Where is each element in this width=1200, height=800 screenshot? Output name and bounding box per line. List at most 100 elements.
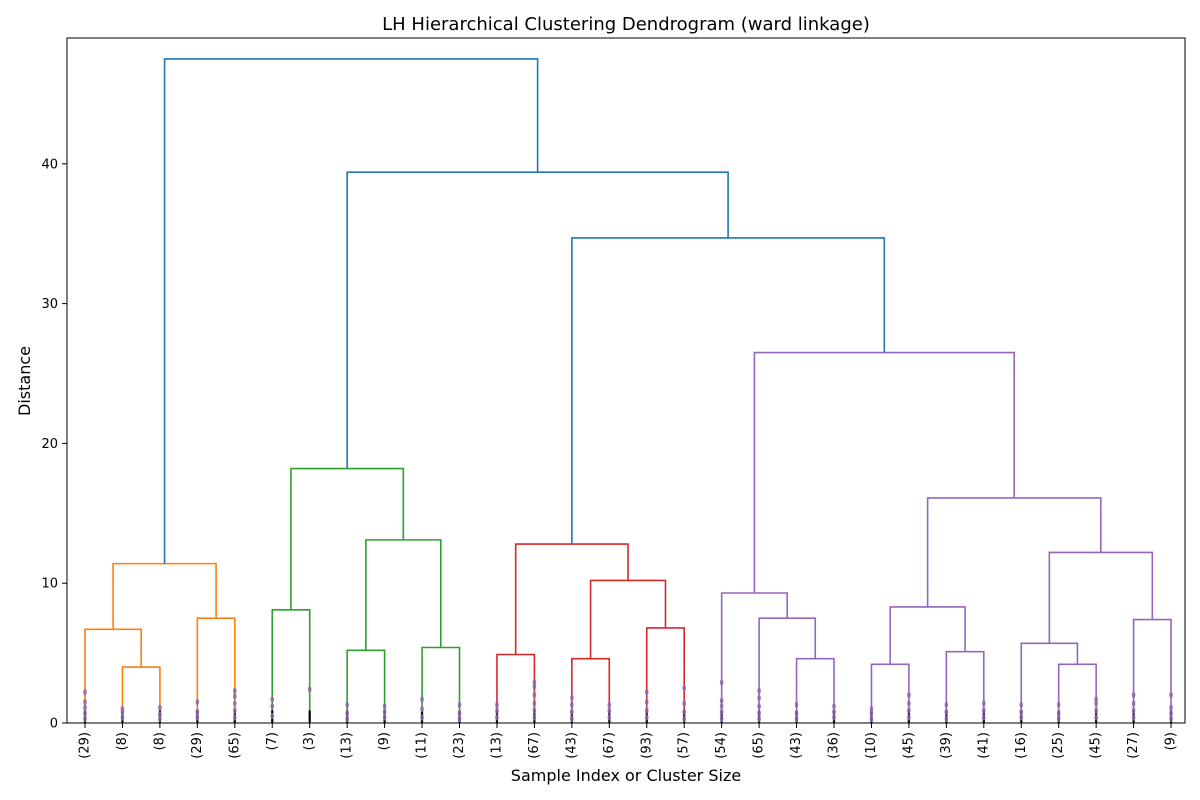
leaf-point [1019,714,1024,721]
leaf-point [869,705,874,713]
leaf-point [682,700,686,707]
leaf-point [682,684,686,692]
leaf-point [233,714,237,721]
x-tick-label: (13) [489,732,504,759]
leaf-point [757,703,761,710]
leaf-point [719,708,724,716]
y-tick-label: 10 [41,577,58,592]
x-tick-label: (67) [602,732,617,759]
leaf-point [382,708,387,716]
dendrogram-link [1057,663,1097,723]
dendrogram-link [121,666,161,723]
leaf-point [382,703,387,710]
leaf-point [644,707,649,714]
leaf-point [532,691,537,699]
x-tick-label: (8) [115,732,130,750]
leaf-point [270,712,275,720]
leaf-point [907,707,911,714]
x-tick-label: (65) [752,732,767,759]
leaf-point [644,689,649,696]
leaf-point [120,714,125,721]
x-axis: (29) (8) (8) (29) (65) (7) (3) (13) (9) (11) (23) (… [78,723,1179,759]
x-tick-label: (29) [190,732,205,759]
dendrogram-link [571,657,611,723]
x-tick-label: (27) [1126,732,1141,759]
leaf-point [495,707,499,714]
leaf-point [570,715,574,723]
leaf-point [420,696,424,703]
leaf-point [907,691,911,699]
leaf-point [345,701,349,709]
leaf-point [270,696,275,703]
y-tick-label: 30 [41,297,58,312]
leaf-point [982,700,986,707]
leaf-point [719,715,724,723]
leaf-point [195,708,200,716]
leaf-point [1019,708,1024,716]
y-tick-label: 40 [41,157,58,172]
leaf-point [719,679,724,686]
leaf-point [794,701,799,709]
plot-area [83,58,1173,723]
y-tick-label: 0 [50,717,58,732]
plot-frame [66,37,1186,724]
leaf-point [120,705,125,713]
leaf-point [195,714,200,721]
leaf-point [1131,691,1136,699]
x-tick-label: (23) [452,732,467,759]
leaf-point [83,715,87,723]
x-tick-label: (65) [227,732,242,759]
dendrogram-link [163,58,539,564]
y-tick-label: 20 [41,437,58,452]
x-tick-label: (43) [789,732,804,759]
leaf-point [532,707,537,714]
leaf-point [83,698,87,706]
dendrogram-link [753,351,1016,593]
leaf-point [869,715,874,723]
x-tick-label: (93) [639,732,654,759]
leaf-point [457,710,462,717]
x-tick-label: (45) [901,732,916,759]
leaf-point [495,701,499,709]
dendrogram-links [84,58,1172,723]
x-tick-label: (57) [677,732,692,759]
leaf-point [1169,715,1173,723]
dendrogram-link [720,592,788,723]
leaf-point [270,703,275,710]
dendrogram-link [84,628,142,723]
x-tick-label: (11) [415,732,430,759]
leaf-point [532,679,537,686]
leaf-point [495,714,499,721]
dendrogram-link [926,497,1102,607]
leaf-point [233,693,237,700]
x-tick-label: (45) [1089,732,1104,759]
leaf-point [1056,701,1061,709]
leaf-point [457,701,462,709]
leaf-point [644,714,649,721]
leaf-point [907,714,911,721]
dendrogram-link [645,627,685,723]
leaf-point [532,700,537,707]
x-tick-label: (3) [302,732,317,750]
leaf-point [158,704,162,711]
leaf-point [719,703,724,710]
x-tick-label: (25) [1051,732,1066,759]
leaf-point [682,708,686,716]
leaf-point [832,714,836,721]
dendrogram-link [795,657,835,723]
leaf-point [757,687,761,695]
leaf-point [1056,715,1061,723]
leaf-point [1094,707,1098,714]
x-tick-label: (7) [265,732,280,750]
leaf-point [982,707,986,714]
leaf-point [420,705,424,713]
leaf-point [83,710,87,717]
leaf-point [982,714,986,721]
leaf-point [832,708,836,716]
leaf-point [233,707,237,714]
leaf-point [832,703,836,710]
leaf-point [83,689,87,696]
x-tick-label: (43) [564,732,579,759]
